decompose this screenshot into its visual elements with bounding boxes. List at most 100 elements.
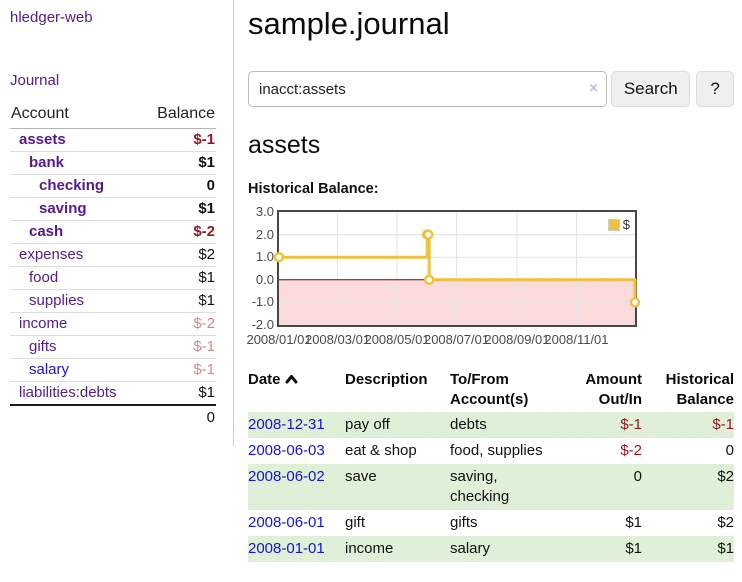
account-row-food: food $1	[10, 266, 216, 290]
account-row-saving: saving $1	[10, 197, 216, 221]
account-link-cash[interactable]: cash	[29, 223, 64, 240]
transaction-balance: $2	[717, 468, 734, 485]
account-link-expenses[interactable]: expenses	[19, 246, 84, 263]
transaction-description: income	[345, 540, 394, 557]
register-row: 2008-06-02 save saving, checking 0 $2	[248, 464, 734, 510]
search-button[interactable]: Search	[611, 71, 691, 107]
transaction-date-link[interactable]: 2008-12-31	[248, 416, 325, 433]
transaction-amount: $1	[625, 514, 642, 531]
register-row: 2008-06-03 eat & shop food, supplies $-2…	[248, 438, 734, 464]
account-balance: $-1	[141, 128, 216, 152]
transaction-balance: 0	[725, 442, 734, 459]
help-button[interactable]: ?	[696, 71, 734, 107]
account-link-assets[interactable]: assets	[19, 131, 66, 148]
sidebar-nav: Journal	[10, 72, 233, 90]
account-balance: $1	[141, 381, 216, 406]
account-link-bank[interactable]: bank	[29, 154, 65, 171]
account-balance: $-1	[141, 335, 216, 359]
transaction-description: eat & shop	[345, 442, 417, 459]
transaction-date-link[interactable]: 2008-06-02	[248, 468, 325, 485]
x-tick-label: 2008/05/01	[364, 332, 430, 347]
account-row-expenses: expenses $2	[10, 243, 216, 267]
account-link-supplies[interactable]: supplies	[29, 292, 85, 309]
register-header-row: Date Description To/From Account(s) Amou…	[248, 368, 734, 412]
clear-search-icon[interactable]: ×	[588, 80, 599, 97]
register-col-description: Description	[345, 371, 428, 388]
chart-canvas	[273, 212, 641, 325]
transaction-amount: 0	[633, 468, 642, 485]
account-link-food[interactable]: food	[29, 269, 59, 286]
legend-label: $	[622, 217, 630, 232]
main-content: sample.journal × Search ? assets Histori…	[246, 0, 734, 562]
chart-plot-area[interactable]: $	[273, 210, 641, 327]
register-col-balance: Historical Balance	[665, 371, 734, 408]
search-box: ×	[248, 71, 608, 107]
historical-balance-chart: 3.0 2.0 1.0 0.0 -1.0 -2.0 $ 2008/01/01 2…	[246, 204, 734, 350]
transaction-amount: $-2	[620, 442, 642, 459]
account-link-liabilities-debts[interactable]: liabilities:debts	[19, 384, 117, 401]
account-link-salary[interactable]: salary	[29, 361, 70, 378]
account-heading: assets	[248, 131, 321, 159]
account-balance: $1	[141, 266, 216, 290]
transaction-description: pay off	[345, 416, 390, 433]
transaction-accounts: salary	[450, 540, 491, 557]
app-title-link[interactable]: hledger-web	[10, 9, 93, 26]
transaction-accounts: saving, checking	[450, 468, 510, 505]
y-tick-label: 1.0	[255, 249, 274, 265]
y-tick-label: 0.0	[255, 271, 274, 287]
account-row-supplies: supplies $1	[10, 289, 216, 313]
account-link-checking[interactable]: checking	[39, 177, 105, 194]
register-row: 2008-12-31 pay off debts $-1 $-1	[248, 412, 734, 438]
transaction-description: gift	[345, 514, 366, 531]
account-balance: $-1	[141, 358, 216, 382]
transaction-balance: $1	[717, 540, 734, 557]
y-tick-label: 2.0	[255, 226, 274, 242]
search-input[interactable]	[248, 71, 608, 107]
transaction-amount: $-1	[620, 416, 642, 433]
account-row-income: income $-2	[10, 312, 216, 336]
accounts-total-row: 0	[10, 404, 216, 429]
y-tick-label: 3.0	[255, 204, 274, 219]
transaction-date-link[interactable]: 2008-06-03	[248, 442, 325, 459]
transaction-balance: $2	[717, 514, 734, 531]
chart-legend: $	[605, 216, 632, 233]
account-balance: $-2	[141, 220, 216, 244]
account-link-gifts[interactable]: gifts	[29, 338, 57, 355]
account-row-cash: cash $-2	[10, 220, 216, 244]
accounts-total-value: 0	[141, 404, 216, 429]
account-row-checking: checking 0	[10, 174, 216, 198]
chart-heading: Historical Balance:	[248, 181, 379, 197]
register-row: 2008-01-01 income salary $1 $1	[248, 536, 734, 562]
register-col-accounts: To/From Account(s)	[450, 371, 529, 408]
register-row: 2008-06-01 gift gifts $1 $2	[248, 510, 734, 536]
account-link-income[interactable]: income	[19, 315, 68, 332]
account-balance: $-2	[141, 312, 216, 336]
transaction-amount: $1	[625, 540, 642, 557]
transaction-accounts: debts	[450, 416, 487, 433]
transaction-date-link[interactable]: 2008-06-01	[248, 514, 325, 531]
register-col-date[interactable]: Date	[248, 368, 345, 412]
accounts-col-account: Account	[10, 105, 142, 129]
search-form: × Search ?	[248, 71, 734, 107]
register-col-amount: Amount Out/In	[585, 371, 642, 408]
account-link-saving[interactable]: saving	[39, 200, 87, 217]
account-balance: $1	[141, 197, 216, 221]
account-row-liabilities-debts: liabilities:debts $1	[10, 381, 216, 406]
transaction-date-link[interactable]: 2008-01-01	[248, 540, 325, 557]
account-balance: 0	[141, 174, 216, 198]
account-balance: $2	[141, 243, 216, 267]
sidebar-item-journal[interactable]: Journal	[10, 72, 60, 89]
transaction-accounts: food, supplies	[450, 442, 543, 459]
account-row-salary: salary $-1	[10, 358, 216, 382]
y-tick-label: -2.0	[251, 317, 274, 332]
account-row-gifts: gifts $-1	[10, 335, 216, 359]
legend-swatch-icon	[607, 218, 620, 231]
account-row-bank: bank $1	[10, 151, 216, 175]
x-tick-label: 2008/03/01	[304, 332, 371, 347]
accounts-header-row: Account Balance	[10, 105, 216, 129]
transaction-description: save	[345, 468, 377, 485]
page-title: sample.journal	[248, 6, 450, 41]
account-balance: $1	[141, 151, 216, 175]
x-tick-label: 2008/01/01	[246, 332, 312, 347]
date-header-label: Date	[248, 371, 281, 388]
